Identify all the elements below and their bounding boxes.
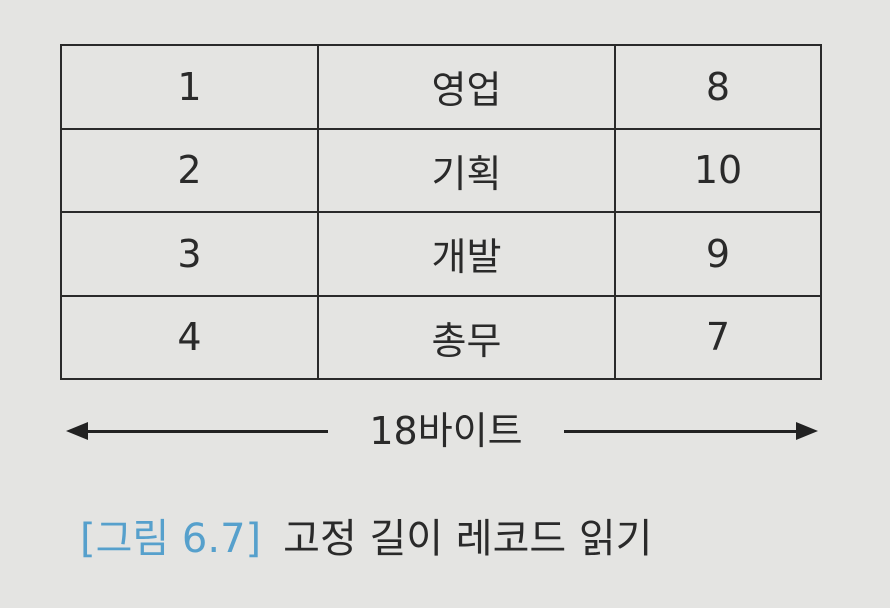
arrow-right-icon bbox=[796, 422, 818, 440]
value-cell: 7 bbox=[614, 294, 822, 380]
arrow-line-left bbox=[84, 430, 328, 433]
record-size-label: 18바이트 bbox=[369, 409, 523, 453]
table-row: 1 영업 8 bbox=[60, 44, 822, 130]
record-id-cell: 2 bbox=[60, 127, 319, 213]
arrow-left-icon bbox=[66, 422, 88, 440]
record-id-cell: 4 bbox=[60, 294, 319, 380]
record-size-indicator: 18바이트 bbox=[66, 400, 820, 464]
figure-title: 고정 길이 레코드 읽기 bbox=[283, 516, 653, 562]
value-cell: 10 bbox=[614, 127, 822, 213]
department-cell: 개발 bbox=[317, 211, 616, 297]
value-cell: 9 bbox=[614, 211, 822, 297]
value-cell: 8 bbox=[614, 44, 822, 130]
table-row: 4 총무 7 bbox=[60, 294, 822, 380]
department-cell: 총무 bbox=[317, 294, 616, 380]
table-row: 2 기획 10 bbox=[60, 127, 822, 213]
department-cell: 기획 bbox=[317, 127, 616, 213]
arrow-line-right bbox=[564, 430, 798, 433]
figure-number: [그림 6.7] bbox=[80, 516, 262, 562]
table-row: 3 개발 9 bbox=[60, 211, 822, 297]
fixed-length-record-table: 1 영업 8 2 기획 10 3 개발 9 4 총무 7 bbox=[60, 44, 822, 380]
figure-caption: [그림 6.7] 고정 길이 레코드 읽기 bbox=[80, 504, 820, 574]
record-id-cell: 3 bbox=[60, 211, 319, 297]
department-cell: 영업 bbox=[317, 44, 616, 130]
record-id-cell: 1 bbox=[60, 44, 319, 130]
